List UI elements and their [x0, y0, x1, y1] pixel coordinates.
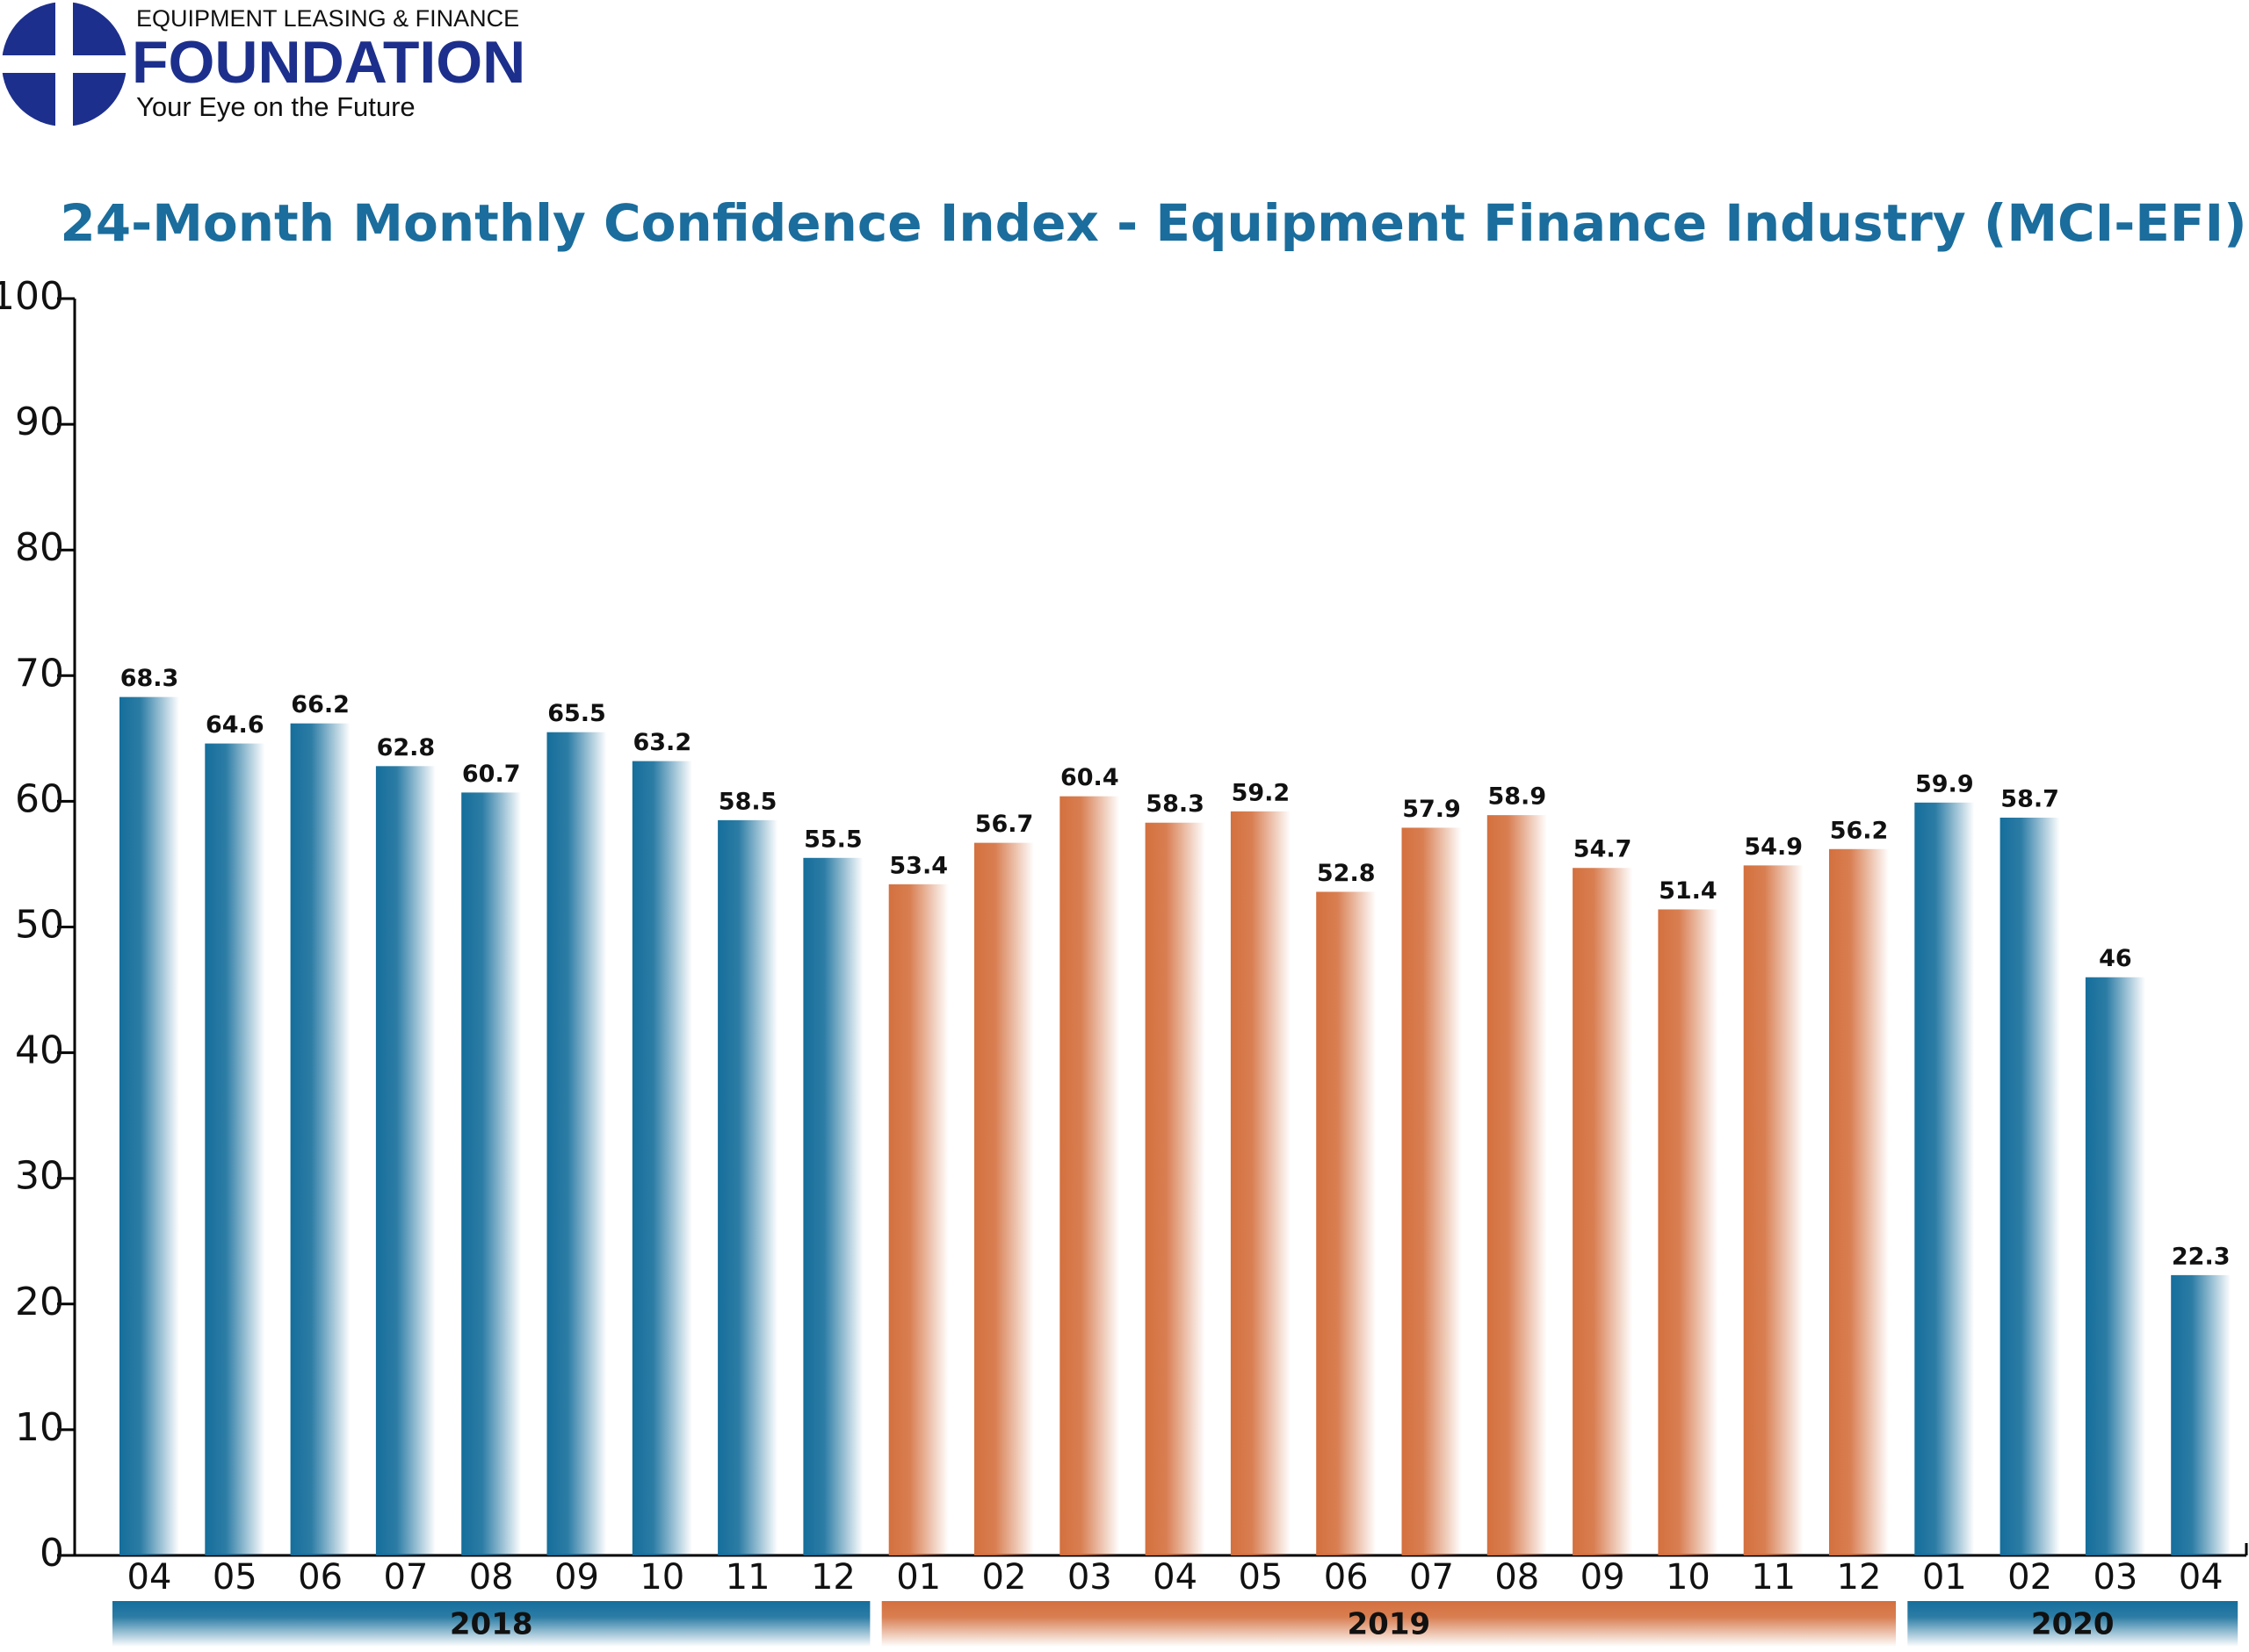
bar [888, 884, 949, 1555]
x-tick-label: 01 [896, 1557, 941, 1598]
x-tick-label: 07 [1409, 1557, 1454, 1598]
data-label: 63.2 [633, 729, 691, 756]
bar [290, 723, 351, 1555]
data-label: 64.6 [206, 711, 264, 739]
bar [2085, 977, 2145, 1555]
year-label: 2020 [2031, 1607, 2115, 1642]
bar [1486, 815, 1547, 1555]
data-label: 22.3 [2172, 1243, 2231, 1270]
data-label: 58.9 [1487, 783, 1546, 811]
x-tick-label: 11 [1751, 1557, 1796, 1598]
year-label: 2019 [1348, 1607, 1431, 1642]
x-tick-label: 12 [811, 1557, 856, 1598]
x-tick-label: 09 [1580, 1557, 1625, 1598]
x-tick-label: 05 [213, 1557, 257, 1598]
logo-text: Your Eye on the Future [136, 91, 416, 122]
bar [2000, 818, 2060, 1555]
data-label: 55.5 [804, 826, 863, 853]
y-tick-label: 30 [15, 1154, 64, 1199]
year-band [112, 1601, 871, 1647]
x-tick-label: 04 [2179, 1557, 2224, 1598]
x-tick-label: 09 [554, 1557, 599, 1598]
data-label: 54.7 [1573, 836, 1632, 863]
data-label: 68.3 [120, 665, 179, 692]
bar [2171, 1274, 2231, 1555]
x-tick-label: 02 [982, 1557, 1027, 1598]
x-tick-label: 10 [640, 1557, 684, 1598]
chart-title: 24-Month Monthly Confidence Index - Equi… [60, 193, 2246, 253]
x-tick-label: 10 [1666, 1557, 1710, 1598]
x-tick-label: 02 [2007, 1557, 2052, 1598]
bar [803, 857, 864, 1555]
logo: EQUIPMENT LEASING & FINANCE FOUNDATION Y… [2, 2, 525, 126]
x-tick-label: 01 [1922, 1557, 1967, 1598]
x-tick-label: 11 [726, 1557, 770, 1598]
logo-text: FOUNDATION [132, 29, 525, 96]
data-label: 58.5 [719, 788, 777, 815]
data-label: 51.4 [1659, 877, 1717, 905]
y-tick-label: 90 [15, 400, 64, 444]
y-tick-label: 40 [15, 1028, 64, 1073]
bar [461, 792, 522, 1555]
bar [1658, 909, 1718, 1555]
bar [632, 761, 692, 1555]
data-label: 58.7 [2000, 786, 2059, 813]
x-tick-label: 03 [1067, 1557, 1112, 1598]
bar [1743, 865, 1804, 1555]
bar [718, 819, 778, 1555]
y-tick-label: 50 [15, 903, 64, 948]
data-label: 59.2 [1232, 779, 1291, 806]
x-tick-label: 06 [1324, 1557, 1369, 1598]
bar [1573, 868, 1633, 1555]
x-tick-label: 08 [1494, 1557, 1539, 1598]
y-tick-label: 80 [15, 525, 64, 570]
x-tick-label: 07 [383, 1557, 428, 1598]
data-label: 46 [2099, 945, 2132, 972]
data-label: 56.2 [1830, 817, 1889, 844]
data-label: 56.7 [975, 811, 1034, 838]
x-tick-label: 05 [1238, 1557, 1283, 1598]
data-label: 60.7 [462, 761, 521, 788]
bar [974, 842, 1034, 1555]
bar [119, 696, 179, 1555]
data-label: 53.4 [889, 852, 948, 879]
y-tick-label: 70 [15, 651, 64, 696]
logo-text: EQUIPMENT LEASING & FINANCE [136, 5, 519, 32]
y-tick-label: 60 [15, 776, 64, 821]
year-label: 2018 [450, 1607, 533, 1642]
y-tick-label: 10 [15, 1405, 64, 1450]
bar [205, 743, 265, 1555]
bar [1401, 827, 1462, 1555]
year-band [881, 1601, 1897, 1647]
y-tick-label: 20 [15, 1280, 64, 1324]
bar [1914, 802, 1975, 1555]
bar [1059, 796, 1120, 1555]
bar [546, 732, 607, 1555]
x-tick-label: 06 [298, 1557, 343, 1598]
data-label: 60.4 [1060, 764, 1119, 791]
y-tick-label: 0 [40, 1531, 64, 1576]
bar [1829, 848, 1889, 1555]
data-label: 54.9 [1744, 833, 1803, 861]
x-tick-label: 03 [2093, 1557, 2137, 1598]
data-label: 59.9 [1915, 770, 1974, 797]
data-label: 62.8 [377, 734, 436, 761]
bar [375, 766, 436, 1555]
bar [1230, 811, 1291, 1555]
data-label: 57.9 [1402, 796, 1461, 823]
x-tick-label: 04 [127, 1557, 172, 1598]
x-tick-label: 08 [469, 1557, 514, 1598]
y-tick-label: 100 [0, 274, 64, 319]
x-tick-label: 12 [1837, 1557, 1882, 1598]
data-label: 58.3 [1146, 790, 1204, 818]
data-label: 52.8 [1317, 860, 1376, 887]
data-label: 65.5 [547, 700, 606, 727]
data-label: 66.2 [291, 691, 350, 718]
bar [1145, 822, 1205, 1555]
year-band [1907, 1601, 2238, 1647]
x-tick-label: 04 [1153, 1557, 1197, 1598]
bar [1316, 891, 1377, 1555]
logo-bar [55, 2, 73, 126]
